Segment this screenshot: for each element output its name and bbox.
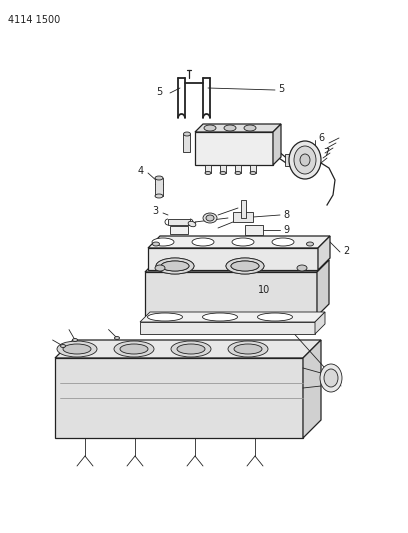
Ellipse shape [153, 242, 160, 246]
Ellipse shape [244, 125, 256, 131]
Bar [245, 225, 263, 235]
Ellipse shape [231, 261, 259, 271]
Ellipse shape [202, 313, 237, 321]
Ellipse shape [57, 341, 97, 357]
Bar [220, 165, 226, 173]
Bar [235, 165, 241, 173]
Text: 9: 9 [283, 225, 289, 235]
Polygon shape [273, 124, 281, 165]
Polygon shape [145, 272, 317, 316]
Text: 10: 10 [258, 285, 270, 295]
Ellipse shape [155, 194, 163, 198]
Ellipse shape [161, 261, 189, 271]
Text: 2: 2 [343, 246, 349, 256]
Ellipse shape [272, 238, 294, 246]
Ellipse shape [155, 176, 163, 180]
Ellipse shape [289, 141, 321, 179]
Ellipse shape [204, 125, 216, 131]
Ellipse shape [224, 125, 236, 131]
Ellipse shape [177, 344, 205, 354]
Polygon shape [148, 248, 318, 270]
Ellipse shape [152, 238, 174, 246]
Polygon shape [195, 132, 273, 165]
Polygon shape [318, 236, 330, 270]
Ellipse shape [156, 258, 194, 274]
Ellipse shape [120, 344, 148, 354]
Ellipse shape [184, 132, 191, 136]
Ellipse shape [220, 172, 226, 174]
Ellipse shape [155, 265, 165, 271]
Text: 1: 1 [207, 213, 213, 223]
Ellipse shape [235, 172, 241, 174]
Ellipse shape [192, 238, 214, 246]
Bar [155, 178, 163, 196]
Ellipse shape [306, 242, 313, 246]
Polygon shape [170, 226, 188, 234]
Ellipse shape [231, 261, 259, 271]
Ellipse shape [73, 338, 78, 342]
Text: 4114 1500: 4114 1500 [8, 15, 60, 25]
Bar [233, 212, 253, 222]
Polygon shape [303, 340, 321, 438]
Ellipse shape [63, 344, 91, 354]
Ellipse shape [297, 265, 307, 271]
Text: 7: 7 [323, 148, 329, 158]
Polygon shape [315, 312, 325, 334]
Ellipse shape [148, 313, 182, 321]
Ellipse shape [171, 341, 211, 357]
Ellipse shape [257, 313, 293, 321]
Text: 1: 1 [176, 253, 182, 263]
Ellipse shape [188, 221, 196, 227]
Ellipse shape [161, 261, 189, 271]
Ellipse shape [226, 258, 264, 274]
Bar [205, 165, 211, 173]
Bar [241, 200, 246, 218]
Ellipse shape [205, 172, 211, 174]
Ellipse shape [324, 369, 338, 387]
Polygon shape [55, 340, 321, 358]
Polygon shape [140, 312, 325, 322]
Ellipse shape [228, 341, 268, 357]
Text: 5: 5 [278, 84, 284, 94]
Ellipse shape [300, 154, 310, 166]
Ellipse shape [156, 258, 194, 274]
Ellipse shape [114, 341, 154, 357]
Polygon shape [148, 236, 330, 248]
Text: 8: 8 [283, 210, 289, 220]
Polygon shape [145, 260, 329, 272]
Text: 6: 6 [318, 133, 324, 143]
Polygon shape [285, 154, 293, 166]
Ellipse shape [60, 344, 66, 348]
Ellipse shape [250, 172, 256, 174]
Ellipse shape [294, 146, 316, 174]
Ellipse shape [115, 336, 120, 340]
Ellipse shape [320, 364, 342, 392]
Text: 5: 5 [156, 87, 162, 97]
Ellipse shape [203, 213, 217, 223]
Polygon shape [140, 322, 315, 334]
Ellipse shape [226, 258, 264, 274]
Bar [250, 165, 256, 173]
Text: 3: 3 [152, 206, 158, 216]
Polygon shape [168, 219, 190, 225]
Polygon shape [317, 260, 329, 316]
Text: 4: 4 [138, 166, 144, 176]
Ellipse shape [206, 215, 214, 221]
Polygon shape [195, 124, 281, 132]
Ellipse shape [234, 344, 262, 354]
Polygon shape [55, 358, 303, 438]
Bar [183, 134, 190, 152]
Ellipse shape [232, 238, 254, 246]
